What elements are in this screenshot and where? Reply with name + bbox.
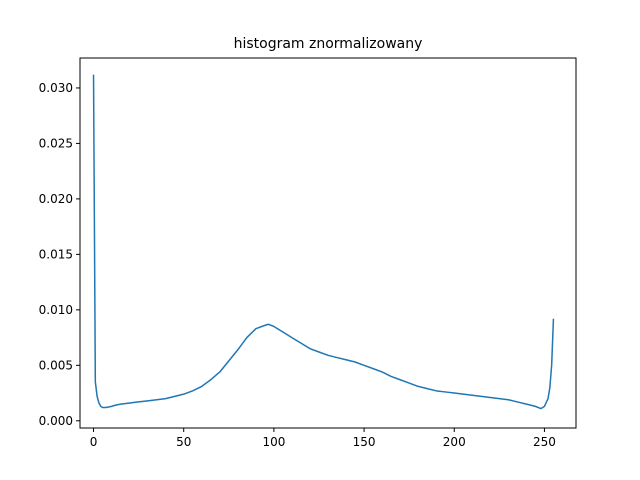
y-tick-label: 0.025 (39, 136, 73, 150)
series-line-0 (92, 74, 555, 410)
series-layer (92, 74, 555, 410)
x-tick-label: 100 (262, 435, 285, 449)
y-tick-label: 0.000 (39, 414, 73, 428)
x-tick-label: 150 (353, 435, 376, 449)
y-tick-label: 0.030 (39, 81, 73, 95)
x-tick-label: 50 (176, 435, 191, 449)
y-axis: 0.000 0.005 0.010 0.015 0.020 0.025 0.030 (39, 81, 80, 428)
plot-area (80, 58, 576, 428)
chart-title: histogram znormalizowany (234, 36, 423, 52)
y-tick-label: 0.005 (39, 358, 73, 372)
y-tick-label: 0.020 (39, 192, 73, 206)
x-tick-label: 250 (533, 435, 556, 449)
y-tick-label: 0.010 (39, 303, 73, 317)
x-tick-label: 200 (443, 435, 466, 449)
x-tick-label: 0 (90, 435, 98, 449)
y-tick-label: 0.015 (39, 247, 73, 261)
x-axis: 0 50 100 150 200 250 (90, 428, 556, 449)
plot-frame (79, 57, 577, 429)
